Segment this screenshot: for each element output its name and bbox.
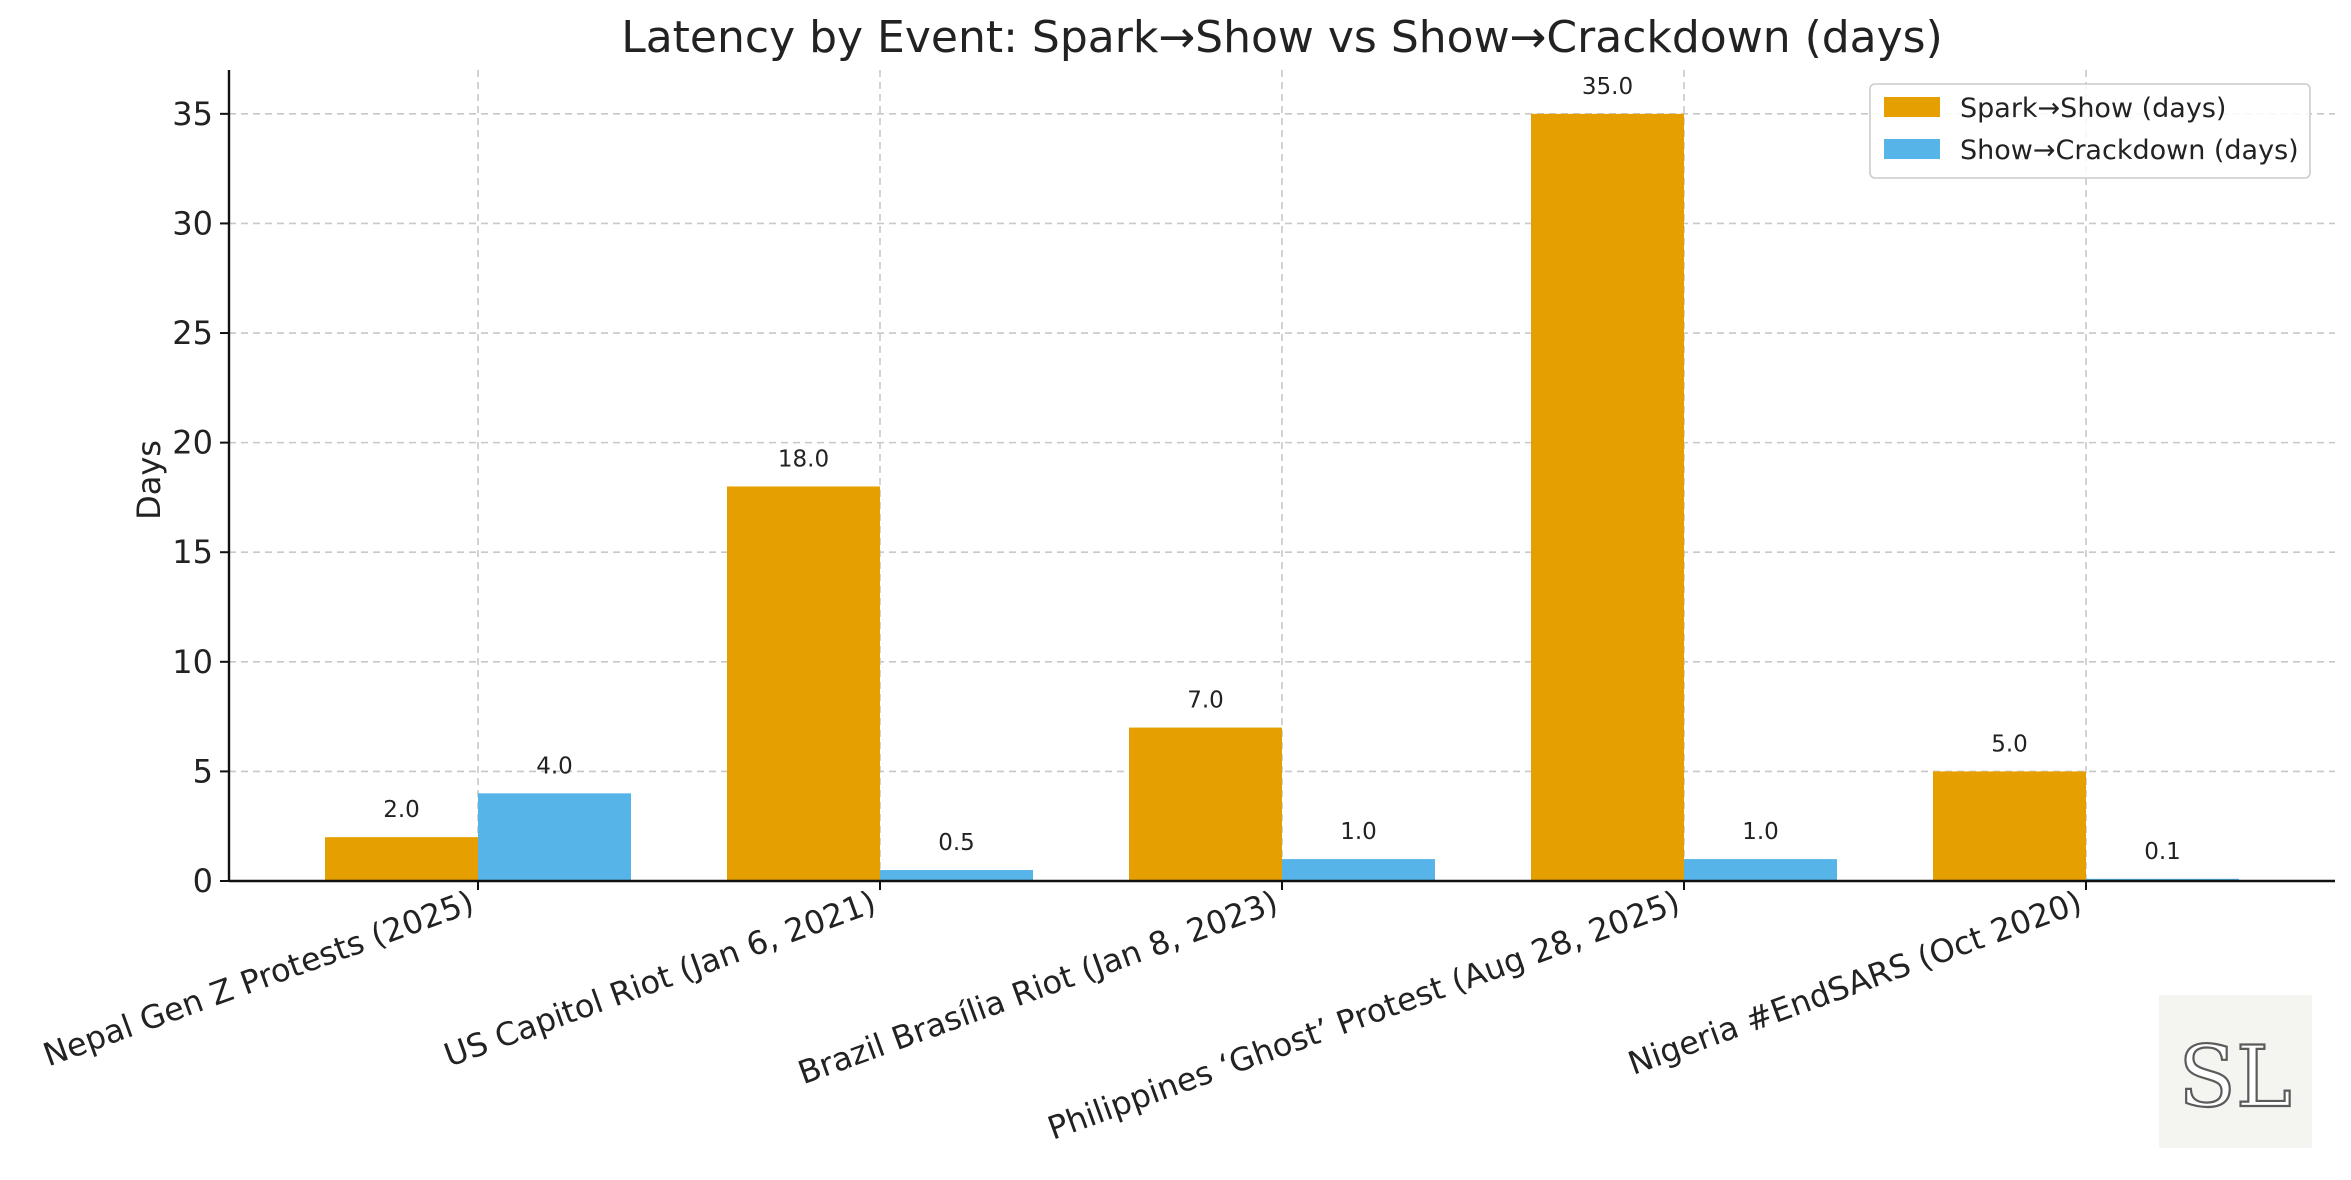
- x-tick-label: Nigeria #EndSARS (Oct 2020): [1623, 883, 2087, 1083]
- y-tick-label: 20: [172, 424, 213, 462]
- y-tick-label: 25: [172, 314, 213, 352]
- y-tick-label: 30: [172, 204, 213, 242]
- legend-swatch-spark-show: [1884, 97, 1940, 117]
- bar-show-crackdown-days-0: [478, 793, 631, 881]
- bar-value-label: 0.5: [938, 830, 975, 856]
- y-tick-label: 35: [172, 95, 213, 133]
- bar-show-crackdown-days-3: [1684, 859, 1837, 881]
- bar-spark-show-days-1: [727, 486, 880, 881]
- x-tick-label: Philippines ‘Ghost’ Protest (Aug 28, 202…: [1043, 883, 1685, 1148]
- bar-spark-show-days-3: [1531, 113, 1684, 882]
- y-tick-label: 5: [193, 752, 213, 790]
- y-axis-label: Days: [130, 440, 168, 520]
- y-tick-label: 15: [172, 533, 213, 571]
- bar-value-label: 7.0: [1187, 688, 1224, 714]
- bar-value-label: 2.0: [383, 797, 420, 823]
- x-ticks: Nepal Gen Z Protests (2025)US Capitol Ri…: [38, 881, 2087, 1147]
- legend: Spark→Show (days) Show→Crackdown (days): [1869, 83, 2311, 179]
- bar-spark-show-days-0: [325, 837, 478, 881]
- y-tick-label: 0: [193, 862, 213, 900]
- bar-value-label: 35.0: [1582, 74, 1633, 100]
- x-tick-label: Nepal Gen Z Protests (2025): [38, 883, 479, 1074]
- y-tick-label: 10: [172, 643, 213, 681]
- legend-swatch-show-crackdown: [1884, 139, 1940, 159]
- bars: [325, 113, 2239, 882]
- legend-label-show-crackdown: Show→Crackdown (days): [1960, 135, 2299, 166]
- logo-monogram: SL: [2178, 1028, 2291, 1126]
- bar-value-label: 1.0: [1340, 819, 1377, 845]
- bar-spark-show-days-4: [1933, 771, 2086, 881]
- logo-background: [2159, 995, 2312, 1148]
- legend-frame: [1869, 83, 2311, 179]
- watermark-logo: SL: [2159, 995, 2312, 1148]
- bar-value-label: 4.0: [536, 753, 573, 779]
- bar-value-label: 18.0: [778, 446, 829, 472]
- bar-value-label: 0.1: [2144, 839, 2181, 865]
- y-ticks: 0 5 10 15 20 25 30 35: [172, 95, 229, 900]
- bar-show-crackdown-days-2: [1282, 859, 1435, 881]
- chart-title: Latency by Event: Spark→Show vs Show→Cra…: [621, 12, 1943, 63]
- bar-show-crackdown-days-1: [880, 870, 1033, 881]
- bar-value-label: 1.0: [1742, 819, 1779, 845]
- bar-value-label: 5.0: [1991, 731, 2028, 757]
- x-tick-label: US Capitol Riot (Jan 6, 2021): [439, 883, 881, 1075]
- bar-spark-show-days-2: [1129, 727, 1282, 881]
- legend-label-spark-show: Spark→Show (days): [1960, 93, 2226, 124]
- bar-labels: 2.0 18.0 7.0 35.0 5.0 4.0 0.5 1.0 1.0 0.1: [383, 74, 2181, 865]
